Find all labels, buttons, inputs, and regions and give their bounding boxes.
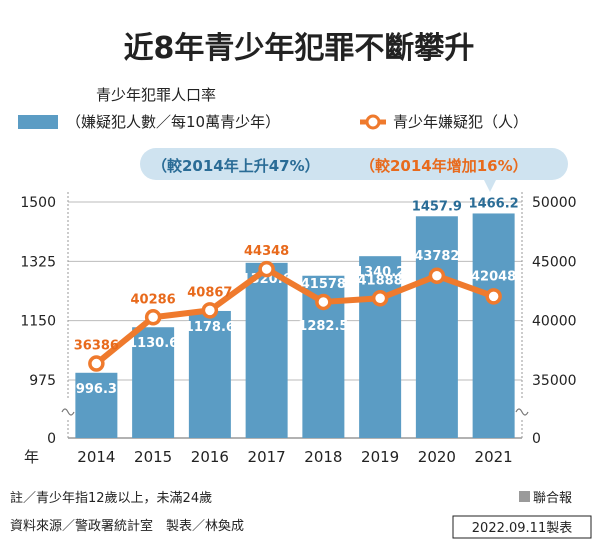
left-tick-label: 975 bbox=[29, 373, 56, 389]
bar-value-label: 1282.5 bbox=[298, 319, 348, 334]
x-axis-prefix: 年 bbox=[24, 448, 39, 466]
axis-break-mark bbox=[515, 408, 529, 416]
bar-value-label: 996.3 bbox=[76, 382, 117, 397]
annotation-bar-change: （較2014年上升47%） bbox=[152, 157, 320, 175]
right-tick-label: 35000 bbox=[532, 373, 577, 389]
annotation-pointer bbox=[484, 180, 496, 192]
line-value-label: 36386 bbox=[74, 339, 119, 354]
left-tick-label: 1325 bbox=[20, 254, 56, 270]
bar-value-label: 1457.9 bbox=[412, 199, 462, 214]
footer-date: 2022.09.11製表 bbox=[472, 521, 572, 536]
annotation-line-change: （較2014年增加16%） bbox=[360, 157, 528, 175]
footer-source: 資料來源／警政署統計室 製表／林奐成 bbox=[10, 518, 244, 534]
bar-value-label: 1340.2 bbox=[355, 265, 405, 280]
line-value-label: 40286 bbox=[131, 292, 176, 307]
line-point bbox=[485, 288, 502, 305]
line-point bbox=[315, 293, 332, 311]
line-value-label: 40867 bbox=[187, 285, 232, 300]
line-point bbox=[201, 302, 219, 319]
left-tick-label: 1150 bbox=[20, 314, 56, 330]
x-tick-label: 2016 bbox=[191, 448, 229, 466]
right-axis: 35000 40000 45000 50000 0 bbox=[515, 192, 577, 447]
left-zero-label: 0 bbox=[47, 431, 56, 447]
bar bbox=[472, 213, 515, 438]
bar bbox=[75, 372, 118, 438]
date-box bbox=[452, 515, 592, 539]
bar bbox=[188, 310, 231, 438]
x-tick-label: 2015 bbox=[134, 448, 172, 466]
line-value-label: 41578 bbox=[301, 277, 346, 292]
bar-value-label: 1130.6 bbox=[128, 336, 178, 351]
legend-line-marker bbox=[365, 114, 381, 130]
x-tick-label: 2018 bbox=[304, 448, 342, 466]
right-tick-label: 50000 bbox=[532, 195, 577, 211]
x-tick-label: 2020 bbox=[418, 448, 456, 466]
x-tick-label: 2019 bbox=[361, 448, 399, 466]
right-tick-label: 45000 bbox=[532, 254, 577, 270]
line-point bbox=[88, 355, 105, 372]
line-point bbox=[258, 260, 275, 278]
line-value-label: 43782 bbox=[414, 249, 459, 264]
line-point bbox=[144, 309, 162, 326]
bar-value-label: 1466.2 bbox=[469, 196, 519, 211]
right-zero-label: 0 bbox=[532, 431, 541, 447]
chart-title: 近8年青少年犯罪不斷攀升 bbox=[124, 31, 475, 66]
bar bbox=[359, 256, 402, 438]
line-labels: 36386 40286 40867 44348 41578 41888 43782 42048 bbox=[74, 244, 516, 353]
left-axis: 975 1150 1325 1500 0 bbox=[20, 192, 75, 447]
publisher-mark bbox=[519, 491, 530, 502]
legend-bar-line1: 青少年犯罪人口率 bbox=[96, 86, 216, 104]
line-point bbox=[371, 290, 389, 307]
line-series bbox=[88, 260, 502, 372]
line-point bbox=[428, 267, 446, 285]
footer-publisher: 聯合報 bbox=[533, 491, 572, 506]
x-tick-label: 2017 bbox=[248, 448, 286, 466]
left-tick-label: 1500 bbox=[20, 195, 56, 211]
bar bbox=[415, 216, 458, 438]
x-tick-label: 2014 bbox=[77, 448, 115, 466]
footer-note: 註／青少年指12歲以上，未滿24歲 bbox=[10, 490, 212, 506]
x-axis: 年 2014 2015 2016 2017 2018 2019 2020 2021 bbox=[24, 448, 513, 466]
bar-value-label: 1178.6 bbox=[185, 320, 235, 335]
line-value-label: 44348 bbox=[244, 244, 289, 259]
line-value-label: 42048 bbox=[471, 269, 516, 284]
bar-series bbox=[75, 213, 515, 438]
annotation-banner bbox=[140, 148, 568, 180]
line-path bbox=[94, 266, 495, 366]
bar bbox=[132, 327, 175, 438]
legend-bar-line2: （嫌疑犯人數／每10萬青少年） bbox=[66, 113, 280, 131]
legend-line-label: 青少年嫌疑犯（人） bbox=[393, 113, 528, 131]
line-value-label: 41888 bbox=[358, 273, 403, 288]
axis-break-mark bbox=[61, 408, 75, 416]
x-tick-label: 2021 bbox=[475, 448, 513, 466]
bar bbox=[245, 262, 288, 438]
right-tick-label: 40000 bbox=[532, 314, 577, 330]
legend-bar-swatch bbox=[18, 115, 58, 129]
